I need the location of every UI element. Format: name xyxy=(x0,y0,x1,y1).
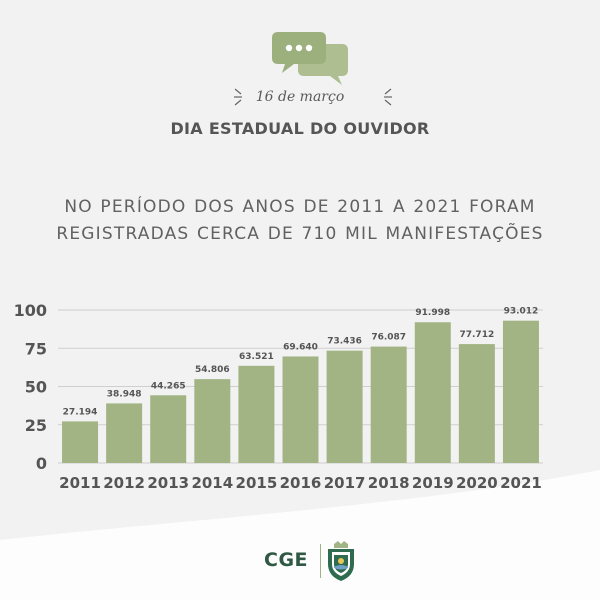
headline-line-1: NO PERÍODO DOS ANOS DE 2011 A 2021 FORAM xyxy=(64,197,536,217)
event-date: 16 de março xyxy=(255,89,345,105)
bar-chart: 0 25 50 75 100 27.194 2011 38.948 2012 44.265 2013… xyxy=(14,301,543,492)
data-label: 44.265 xyxy=(151,381,186,391)
x-tick-label: 2011 xyxy=(59,474,101,492)
data-label: 77.712 xyxy=(459,330,494,340)
data-label: 69.640 xyxy=(283,342,318,352)
sparkle-left-icon xyxy=(234,88,242,106)
bar xyxy=(326,350,363,463)
x-tick-label: 2020 xyxy=(456,474,498,492)
y-tick-label: 75 xyxy=(25,339,47,358)
x-tick-label: 2019 xyxy=(412,474,454,492)
data-label: 54.806 xyxy=(195,365,230,375)
chat-bubbles-icon xyxy=(272,28,352,88)
x-tick-label: 2013 xyxy=(147,474,189,492)
x-tick-label: 2017 xyxy=(324,474,366,492)
bar xyxy=(502,320,539,463)
x-tick-label: 2016 xyxy=(280,474,322,492)
x-tick-label: 2012 xyxy=(103,474,145,492)
ceara-state-crest-icon xyxy=(328,541,354,581)
data-label: 91.998 xyxy=(415,308,450,318)
footer-logo: CGE xyxy=(260,536,360,586)
x-tick-label: 2015 xyxy=(236,474,278,492)
bar xyxy=(370,346,407,463)
bar xyxy=(282,356,319,463)
data-label: 76.087 xyxy=(371,333,406,343)
data-label: 27.194 xyxy=(63,407,98,417)
cge-logo-text: CGE xyxy=(264,549,309,571)
data-label: 63.521 xyxy=(239,352,274,362)
sparkle-right-icon xyxy=(384,88,392,106)
bar xyxy=(150,395,187,463)
bar xyxy=(106,403,143,463)
data-label: 73.436 xyxy=(327,337,362,347)
x-tick-label: 2014 xyxy=(191,474,233,492)
headline-line-2: REGISTRADAS CERCA DE 710 MIL MANIFESTAÇÕ… xyxy=(56,224,544,244)
x-tick-label: 2018 xyxy=(368,474,410,492)
bar xyxy=(194,379,231,463)
header: 16 de março DIA ESTADUAL DO OUVIDOR xyxy=(0,0,600,150)
bar xyxy=(238,365,275,463)
data-label: 38.948 xyxy=(107,389,142,399)
y-tick-label: 100 xyxy=(14,301,47,320)
logo-divider xyxy=(320,544,321,578)
bar xyxy=(62,421,99,463)
x-tick-label: 2021 xyxy=(500,474,542,492)
y-tick-label: 50 xyxy=(25,378,47,397)
data-label: 93.012 xyxy=(504,307,539,317)
event-title: DIA ESTADUAL DO OUVIDOR xyxy=(170,119,430,138)
bar xyxy=(458,344,495,463)
y-tick-label: 0 xyxy=(36,454,47,473)
y-tick-label: 25 xyxy=(25,416,47,435)
bar xyxy=(414,322,451,463)
